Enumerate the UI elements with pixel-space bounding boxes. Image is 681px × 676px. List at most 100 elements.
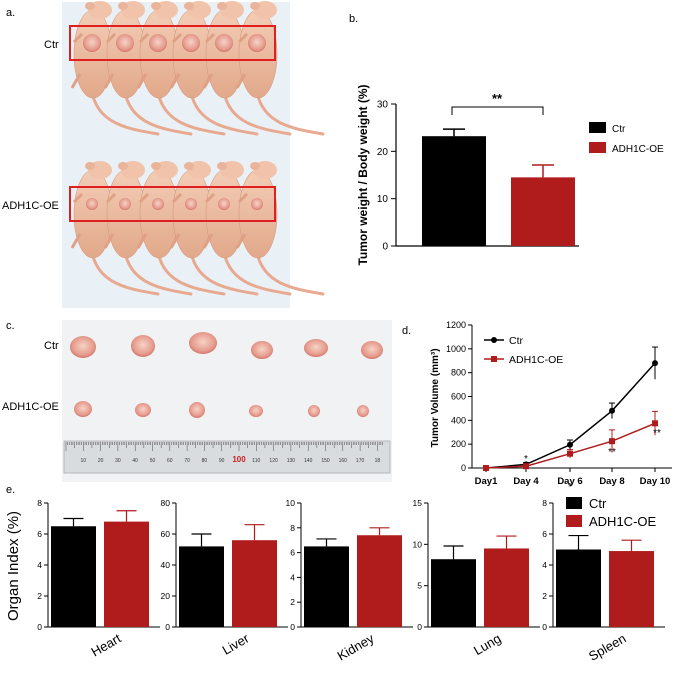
- d-x-tick-label: Day 6: [557, 476, 582, 487]
- ruler-label: 50: [150, 458, 156, 464]
- ctr-tumor-3: [251, 341, 273, 359]
- d-point-ctr: [652, 360, 658, 367]
- e-y-tick-label: 6: [37, 529, 42, 539]
- e-bar-lung-ctr: [431, 559, 476, 627]
- b-significance-label: **: [492, 91, 503, 106]
- e-y-tick-label: 0: [542, 622, 547, 632]
- oe-tumor-1: [135, 403, 151, 417]
- d-y-tick-label: 800: [451, 368, 466, 378]
- b-y-tick-label: 30: [377, 100, 389, 111]
- e-legend-label: ADH1C-OE: [589, 514, 657, 529]
- d-x-tick-label: Day 4: [513, 476, 539, 487]
- oe-mouse-tumor-3: [185, 198, 197, 210]
- ctr-mouse-tumor-1: [116, 34, 134, 52]
- mice-group-oe: [70, 161, 325, 296]
- panel-c-label-oe: ADH1C-OE: [2, 401, 59, 413]
- e-x-category-label: Spleen: [586, 631, 629, 664]
- ctr-mouse-ear-5: [250, 2, 260, 10]
- e-bar-liver-ctr: [179, 546, 224, 627]
- oe-mouse-tail-4: [222, 250, 292, 296]
- e-x-category-label: Liver: [220, 630, 252, 657]
- panel-a-label-ctr: Ctr: [44, 39, 59, 51]
- ruler: 10 20 30 40 50 60 70 80 90 100 110 120 130 140 150 160 1…: [63, 440, 391, 474]
- d-legend-marker-oe: [491, 356, 497, 362]
- e-y-tick-label: 0: [37, 622, 42, 632]
- ctr-mouse-legs-4: [202, 32, 216, 89]
- ctr-tumor-1: [131, 335, 155, 357]
- e-x-category-label: Heart: [88, 630, 123, 659]
- e-legend-label: Ctr: [589, 496, 607, 511]
- d-annotation: **: [653, 428, 661, 439]
- oe-mouse-tumor-0: [86, 198, 98, 210]
- ruler-label: 110: [252, 458, 260, 464]
- b-legend-swatch: [589, 142, 606, 153]
- ctr-mouse-legs-1: [103, 32, 117, 89]
- ctr-tumor-2: [189, 332, 217, 354]
- chart-e: 02468Heart020406080Liver0246810Kidney051…: [5, 496, 665, 664]
- ctr-mouse-tail-2: [156, 90, 226, 136]
- ctr-tumor-0: [70, 336, 96, 358]
- oe-mouse-legs-3: [169, 192, 183, 249]
- ctr-mouse-tail-5: [255, 90, 325, 136]
- oe-mouse-tumor-4: [218, 198, 230, 210]
- e-y-tick-label: 0: [417, 622, 422, 632]
- oe-mouse-legs-1: [103, 192, 117, 249]
- e-bar-lung-oe: [484, 548, 529, 627]
- panel-a-letter: a.: [6, 7, 15, 19]
- e-y-axis-label: Organ Index (%): [5, 511, 22, 621]
- e-y-tick-label: 2: [290, 597, 295, 607]
- e-y-tick-label: 4: [290, 572, 295, 582]
- oe-mouse-ear-1: [118, 162, 128, 170]
- e-y-tick-label: 8: [542, 498, 547, 508]
- oe-tumor-5: [357, 405, 369, 417]
- oe-mouse-ear-3: [184, 162, 194, 170]
- d-annotation: *: [568, 482, 572, 493]
- ruler-body: [63, 440, 391, 474]
- d-point-oe: [483, 465, 489, 471]
- d-y-tick-label: 0: [461, 463, 466, 473]
- oe-tumor-3: [249, 405, 263, 417]
- ruler-label: 130: [287, 458, 296, 464]
- e-y-tick-label: 6: [542, 529, 547, 539]
- ctr-tumor-box: [69, 25, 276, 61]
- ruler-label: 80: [202, 458, 208, 464]
- ctr-mouse-ear-1: [118, 2, 128, 10]
- d-x-tick-label: Day 8: [599, 476, 624, 487]
- ctr-mouse-tail-0: [90, 90, 160, 136]
- ruler-label: 90: [219, 458, 225, 464]
- e-y-tick-label: 2: [542, 591, 547, 601]
- ruler-label: 160: [339, 458, 348, 464]
- d-x-tick-label: Day 10: [640, 476, 671, 487]
- e-bar-liver-oe: [232, 540, 277, 627]
- e-y-tick-label: 4: [542, 560, 547, 570]
- e-y-tick-label: 5: [417, 581, 422, 591]
- d-legend-marker-ctr: [491, 337, 497, 343]
- ctr-mouse-legs-5: [235, 32, 249, 89]
- e-bar-spleen-ctr: [556, 549, 601, 627]
- ruler-label: 30: [115, 458, 121, 464]
- b-y-tick-label: 10: [377, 194, 389, 205]
- oe-mouse-tumor-1: [119, 198, 131, 210]
- e-bar-heart-ctr: [51, 526, 96, 627]
- e-y-tick-label: 60: [161, 529, 171, 539]
- oe-mouse-tail-5: [255, 250, 325, 296]
- d-annotation: *: [524, 454, 528, 465]
- d-y-tick-label: 1200: [446, 320, 466, 330]
- panel-b-letter: b.: [349, 13, 358, 25]
- b-legend-label: Ctr: [612, 124, 626, 135]
- oe-mouse-legs-2: [136, 192, 150, 249]
- ruler-label: 140: [304, 458, 313, 464]
- oe-tumor-0: [74, 401, 92, 417]
- ruler-label: 170: [356, 458, 365, 464]
- ruler-label: 60: [167, 458, 173, 464]
- chart-d: 0 200 400 600 800 1000 1200 Day1 Day 4 Day 6 Day 8…: [430, 320, 672, 493]
- ctr-mouse-legs-2: [136, 32, 150, 89]
- panel-d-letter: d.: [402, 325, 411, 337]
- d-annotation: **: [608, 447, 616, 458]
- ruler-label: 120: [269, 458, 278, 464]
- ruler-label: 150: [321, 458, 330, 464]
- ruler-label: 100: [232, 455, 246, 464]
- oe-mouse-legs-5: [235, 192, 249, 249]
- ruler-label: 40: [132, 458, 138, 464]
